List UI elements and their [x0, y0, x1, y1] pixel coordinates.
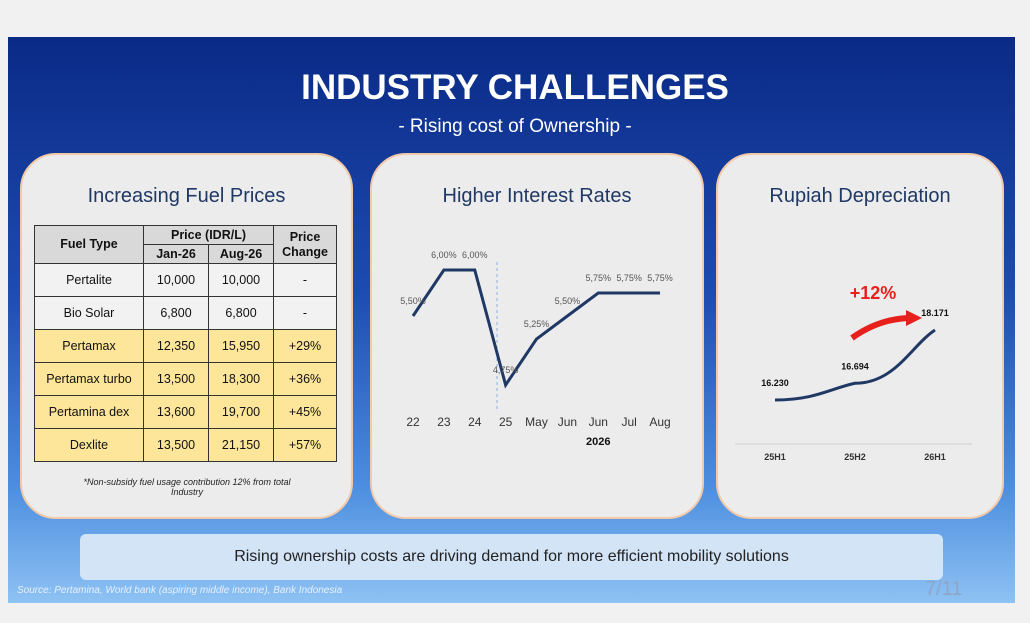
table-cell: 10,000: [143, 263, 209, 297]
value-label: 6,00%: [431, 250, 457, 260]
value-label: 6,00%: [462, 250, 488, 260]
banner: Rising ownership costs are driving deman…: [80, 534, 943, 580]
table-row: Dexlite 13,500 21,150 +57%: [34, 428, 337, 462]
panel-title: Rupiah Depreciation: [769, 185, 951, 207]
x-tick-label: May: [525, 415, 548, 429]
x-tick-label: 26H1: [924, 452, 946, 462]
fuel-table: Fuel Type Price (IDR/L) Price Change Jan-26…: [34, 225, 337, 462]
x-tick-label: Jun: [558, 415, 577, 429]
x-group-label: 2026: [586, 436, 610, 448]
page-number: 7/11: [925, 578, 963, 600]
slide-subtitle: - Rising cost of Ownership -: [398, 116, 632, 137]
slide-title: INDUSTRY CHALLENGES: [301, 68, 729, 107]
source: Source: Pertamina, World bank (aspiring …: [17, 585, 343, 596]
interest-panel: Higher Interest Rates: [370, 153, 704, 519]
table-cell: 13,500: [143, 362, 209, 396]
table-cell: Pertalite: [34, 263, 144, 297]
table-row: Bio Solar 6,800 6,800-: [34, 296, 337, 330]
x-tick-label: Aug: [649, 415, 670, 429]
x-tick-label: 23: [437, 415, 451, 429]
table-cell: 6,800: [143, 296, 209, 330]
panel-title: Increasing Fuel Prices: [87, 185, 286, 207]
trend-arrow: [850, 315, 913, 341]
value-label: 16.694: [841, 361, 869, 371]
value-label: 5,75%: [616, 273, 642, 283]
table-cell: +57%: [273, 428, 337, 462]
column-header: Price (IDR/L): [143, 225, 274, 245]
table-cell: -: [273, 296, 337, 330]
table-cell: Dexlite: [34, 428, 144, 462]
table-row: Pertamax 12,350 15,950 +29%: [34, 329, 337, 363]
table-cell: 19,700: [208, 395, 274, 429]
x-tick-label: 25H2: [844, 452, 866, 462]
table-note: *Non-subsidy fuel usage contribution 12%…: [83, 477, 291, 497]
value-label: 18.171: [921, 308, 949, 318]
table-cell: 18,300: [208, 362, 274, 396]
value-label: 4,75%: [493, 365, 519, 375]
table-cell: +36%: [273, 362, 337, 396]
x-tick-label: Jul: [621, 415, 636, 429]
header-row: Fuel Type Price (IDR/L) Price Change: [34, 225, 337, 264]
table-cell: 13,600: [143, 395, 209, 429]
table-cell: 12,350: [143, 329, 209, 363]
x-tick-label: Jun: [589, 415, 608, 429]
value-label: 5,75%: [585, 273, 611, 283]
header-row: Jan-26 Aug-26: [35, 244, 337, 264]
fuel-panel: Increasing Fuel Prices Fuel Type Price (I…: [20, 153, 353, 519]
column-subheader: Aug-26: [208, 244, 274, 264]
annotation: +12%: [850, 283, 897, 303]
line: [774, 328, 936, 402]
value-label: 5,50%: [400, 296, 426, 306]
value-label: 5,50%: [555, 296, 581, 306]
panel-title: Higher Interest Rates: [442, 185, 632, 207]
line: [411, 268, 660, 389]
table-cell: 10,000: [208, 263, 274, 297]
value-label: 16.230: [761, 378, 789, 388]
table-cell: Bio Solar: [34, 296, 144, 330]
table-cell: Pertamax: [34, 329, 144, 363]
x-tick-label: 25H1: [764, 452, 786, 462]
x-tick-label: 24: [468, 415, 482, 429]
x-tick-label: 22: [406, 415, 420, 429]
value-label: 5,75%: [647, 273, 673, 283]
column-subheader: Jan-26: [143, 244, 209, 264]
x-tick-label: 25: [499, 415, 513, 429]
value-label: 5,25%: [524, 319, 550, 329]
table-row: Pertalite 10,000 10,000-: [34, 263, 337, 297]
table-cell: -: [273, 263, 337, 297]
trend-arrow-head: [906, 310, 922, 326]
column-header: Price Change: [273, 225, 337, 264]
